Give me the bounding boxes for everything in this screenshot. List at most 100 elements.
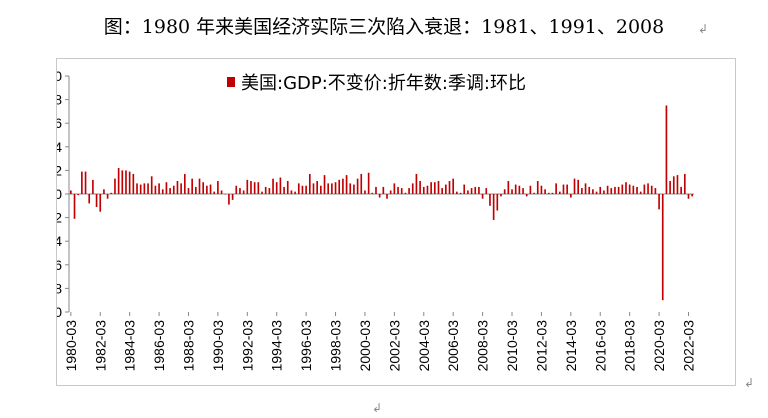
bar [349, 183, 352, 194]
bar [261, 191, 263, 194]
bar [334, 182, 337, 194]
bar [672, 176, 675, 194]
paragraph-mark: ↲ [372, 401, 383, 415]
bar [636, 186, 638, 194]
bar [143, 183, 146, 194]
bar [437, 181, 440, 194]
bar [400, 188, 403, 194]
paragraph-mark: ↲ [698, 22, 709, 36]
bar [389, 190, 392, 194]
y-tick-label: 4 [57, 139, 62, 155]
y-tick-label: 6 [57, 115, 62, 131]
bar [422, 186, 425, 194]
x-tick-label: 1998-03 [328, 320, 344, 372]
bar [371, 192, 374, 194]
bar-series [70, 105, 693, 301]
bar [88, 194, 91, 204]
bar [489, 194, 491, 206]
bar [430, 182, 432, 194]
bar [654, 188, 657, 194]
x-axis-ticks: 1980-03 1982-03 1984-03 1986-03 1988-03 1990-… [63, 312, 696, 372]
bar [599, 186, 602, 194]
bar [639, 191, 642, 194]
bar [448, 181, 451, 194]
bar [125, 170, 127, 194]
bar [154, 185, 157, 194]
bar [433, 182, 436, 194]
bar [507, 181, 510, 194]
bar [551, 192, 554, 194]
bar [103, 189, 105, 194]
x-tick-label: 1982-03 [92, 320, 108, 372]
bar [279, 177, 282, 194]
bar [209, 184, 212, 194]
legend: 美国:GDP:不变价:折年数:季调:环比 [227, 73, 526, 94]
bar [606, 185, 609, 194]
bar [158, 183, 160, 194]
bar [650, 185, 653, 194]
bar [643, 184, 646, 194]
bar [312, 183, 315, 194]
bar [176, 181, 179, 194]
bar [676, 175, 679, 194]
x-tick-label: 1994-03 [269, 320, 285, 372]
bar [70, 190, 72, 194]
x-tick-label: 1980-03 [63, 320, 79, 372]
x-tick-label: 2004-03 [416, 320, 432, 372]
bar [404, 192, 407, 194]
bar [136, 183, 138, 194]
bar [632, 185, 635, 194]
bar [470, 188, 473, 194]
x-tick-label: 1984-03 [122, 320, 138, 372]
bar [584, 183, 587, 194]
bar [150, 176, 153, 194]
bar [147, 183, 149, 194]
bar [588, 186, 591, 194]
bar [621, 184, 624, 194]
bar [573, 178, 576, 194]
y-tick-label: 8 [57, 92, 62, 108]
bar [683, 173, 686, 194]
bar [297, 183, 300, 194]
bar [95, 194, 98, 207]
bar [132, 173, 135, 194]
bar [246, 179, 249, 194]
bar [139, 184, 142, 194]
y-tick-label: -6 [57, 257, 62, 273]
bar [106, 194, 109, 199]
figure-title: 图：1980 年来美国经济实际三次陷入衰退：1981、1991、2008 [103, 16, 665, 38]
bar [187, 188, 190, 194]
bar [614, 186, 616, 194]
bar [503, 189, 506, 194]
bar [496, 194, 499, 211]
x-tick-label: 2002-03 [386, 320, 402, 372]
bar [529, 185, 532, 194]
bar [191, 178, 193, 194]
bar [375, 186, 377, 194]
bar [595, 191, 598, 194]
bar [691, 194, 693, 197]
bar [581, 188, 583, 194]
bar-chart: 10 8 6 4 2 0 -2 -4 -6 -8 -10 1980-03 1982-03 1984-03… [57, 68, 696, 372]
bar [386, 194, 388, 199]
bar [217, 181, 219, 194]
bar [544, 189, 546, 194]
x-tick-label: 2020-03 [651, 320, 667, 372]
bar [364, 190, 366, 194]
bar [195, 186, 197, 194]
bar [628, 184, 631, 194]
y-tick-label: -8 [57, 280, 62, 296]
bar [456, 191, 458, 194]
bar [680, 186, 682, 194]
bar [665, 105, 668, 194]
x-tick-label: 2010-03 [504, 320, 520, 372]
bar [323, 175, 326, 194]
bar [290, 190, 293, 194]
bar [99, 194, 102, 212]
bar [452, 178, 455, 194]
y-tick-label: -10 [57, 304, 62, 320]
bar [235, 185, 238, 194]
bar [128, 171, 131, 194]
x-tick-label: 2014-03 [563, 320, 579, 372]
bar [511, 189, 513, 194]
